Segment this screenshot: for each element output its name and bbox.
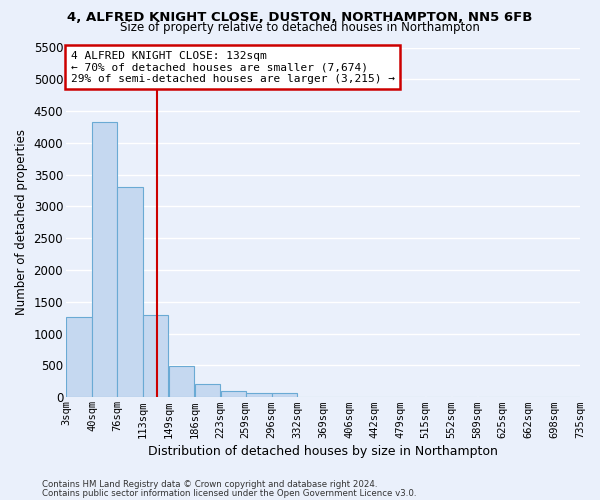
Bar	[143, 315, 169, 398]
Bar	[66, 316, 92, 398]
Bar	[272, 394, 297, 398]
Text: 4 ALFRED KNIGHT CLOSE: 132sqm
← 70% of detached houses are smaller (7,674)
29% o: 4 ALFRED KNIGHT CLOSE: 132sqm ← 70% of d…	[71, 50, 395, 84]
Bar	[92, 122, 117, 398]
Y-axis label: Number of detached properties: Number of detached properties	[15, 130, 28, 316]
Bar	[194, 384, 220, 398]
Text: Size of property relative to detached houses in Northampton: Size of property relative to detached ho…	[120, 21, 480, 34]
X-axis label: Distribution of detached houses by size in Northampton: Distribution of detached houses by size …	[148, 444, 498, 458]
Bar	[246, 393, 272, 398]
Text: Contains public sector information licensed under the Open Government Licence v3: Contains public sector information licen…	[42, 489, 416, 498]
Text: 4, ALFRED KNIGHT CLOSE, DUSTON, NORTHAMPTON, NN5 6FB: 4, ALFRED KNIGHT CLOSE, DUSTON, NORTHAMP…	[67, 11, 533, 24]
Bar	[221, 391, 245, 398]
Text: Contains HM Land Registry data © Crown copyright and database right 2024.: Contains HM Land Registry data © Crown c…	[42, 480, 377, 489]
Bar	[169, 366, 194, 398]
Bar	[118, 188, 143, 398]
